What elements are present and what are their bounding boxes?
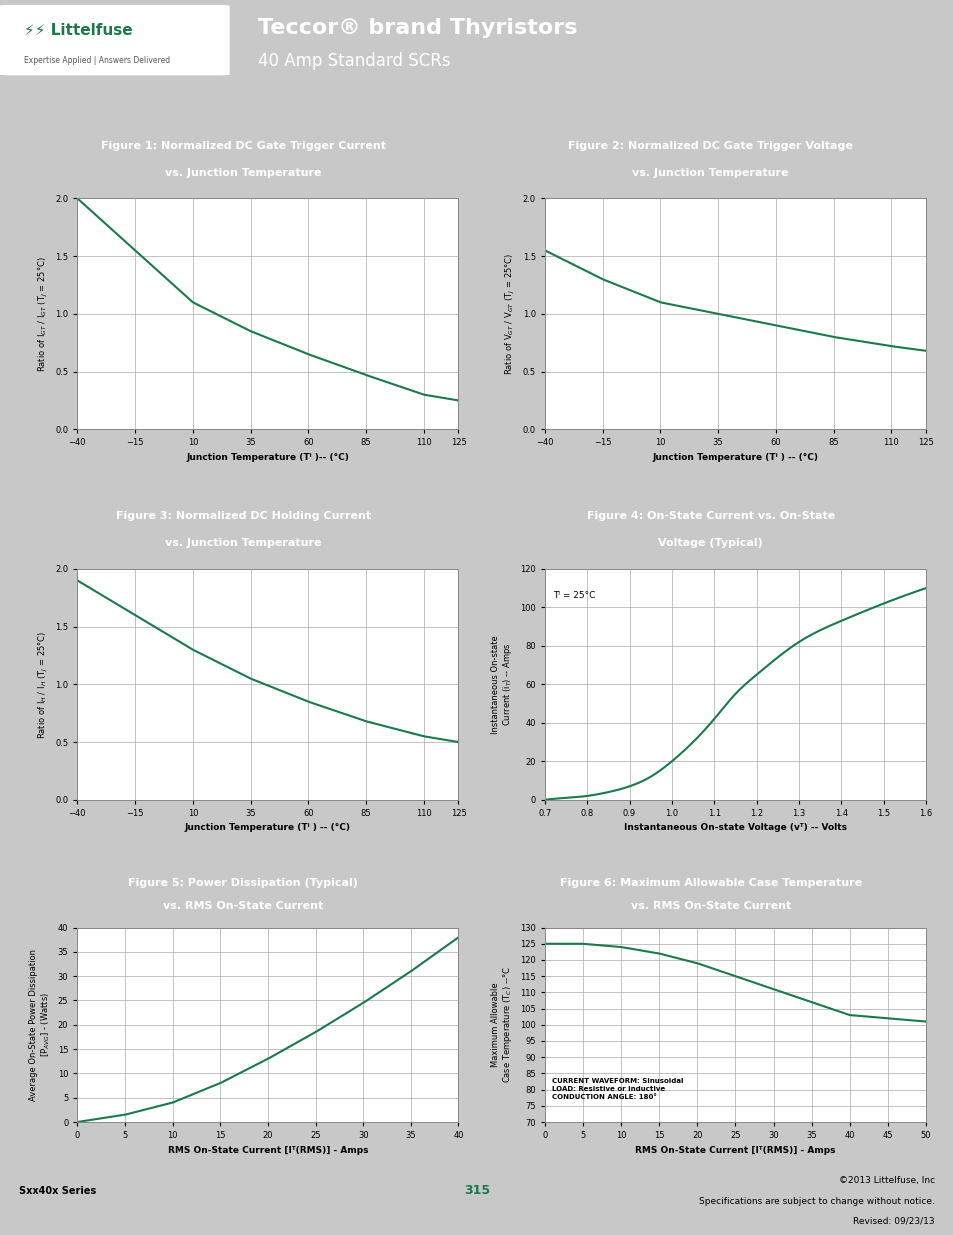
Text: CONDUCTION ANGLE: 180°: CONDUCTION ANGLE: 180°: [552, 1094, 657, 1100]
Text: Voltage (Typical): Voltage (Typical): [658, 538, 762, 548]
Text: vs. RMS On-State Current: vs. RMS On-State Current: [630, 902, 790, 911]
Text: Specifications are subject to change without notice.: Specifications are subject to change wit…: [699, 1197, 934, 1205]
Y-axis label: Average On-State Power Dissipation
[P$_{AVG}$] - (Watts): Average On-State Power Dissipation [P$_{…: [29, 948, 52, 1100]
Text: 40 Amp Standard SCRs: 40 Amp Standard SCRs: [257, 52, 450, 70]
Text: Expertise Applied | Answers Delivered: Expertise Applied | Answers Delivered: [24, 56, 170, 65]
Text: Figure 3: Normalized DC Holding Current: Figure 3: Normalized DC Holding Current: [115, 511, 371, 521]
Text: Figure 1: Normalized DC Gate Trigger Current: Figure 1: Normalized DC Gate Trigger Cur…: [101, 141, 385, 151]
Y-axis label: Ratio of I$_H$ / I$_H$ (T$_J$ = 25°C): Ratio of I$_H$ / I$_H$ (T$_J$ = 25°C): [36, 630, 50, 739]
X-axis label: Junction Temperature (Tⁱ ) -- (°C): Junction Temperature (Tⁱ ) -- (°C): [185, 824, 351, 832]
Text: Figure 2: Normalized DC Gate Trigger Voltage: Figure 2: Normalized DC Gate Trigger Vol…: [568, 141, 852, 151]
Text: Tⁱ = 25°C: Tⁱ = 25°C: [553, 590, 595, 600]
Text: vs. Junction Temperature: vs. Junction Temperature: [165, 538, 321, 548]
X-axis label: Junction Temperature (Tⁱ )-- (°C): Junction Temperature (Tⁱ )-- (°C): [186, 453, 349, 462]
FancyBboxPatch shape: [0, 6, 229, 74]
Text: 315: 315: [463, 1184, 490, 1198]
Text: Figure 4: On-State Current vs. On-State: Figure 4: On-State Current vs. On-State: [586, 511, 834, 521]
Text: ⚡⚡ Littelfuse: ⚡⚡ Littelfuse: [24, 22, 132, 37]
Text: vs. Junction Temperature: vs. Junction Temperature: [632, 168, 788, 178]
X-axis label: Instantaneous On-state Voltage (vᵀ) -- Volts: Instantaneous On-state Voltage (vᵀ) -- V…: [623, 824, 846, 832]
Y-axis label: Maximum Allowable
Case Temperature (T$_C$) --°C: Maximum Allowable Case Temperature (T$_C…: [490, 966, 514, 1083]
Text: Sxx40x Series: Sxx40x Series: [19, 1186, 96, 1195]
Text: ©2013 Littelfuse, Inc: ©2013 Littelfuse, Inc: [838, 1176, 934, 1186]
X-axis label: RMS On-State Current [Iᵀ(RMS)] - Amps: RMS On-State Current [Iᵀ(RMS)] - Amps: [635, 1146, 835, 1155]
Text: Revised: 09/23/13: Revised: 09/23/13: [852, 1216, 934, 1226]
Text: Figure 5: Power Dissipation (Typical): Figure 5: Power Dissipation (Typical): [129, 878, 357, 888]
Y-axis label: Ratio of I$_{GT}$ / I$_{GT}$ (T$_J$ = 25°C): Ratio of I$_{GT}$ / I$_{GT}$ (T$_J$ = 25…: [36, 256, 50, 372]
Text: vs. Junction Temperature: vs. Junction Temperature: [165, 168, 321, 178]
Text: Figure 6: Maximum Allowable Case Temperature: Figure 6: Maximum Allowable Case Tempera…: [559, 878, 861, 888]
Y-axis label: Instantaneous On-state
Current (i$_T$) -- Amps: Instantaneous On-state Current (i$_T$) -…: [490, 635, 514, 734]
Text: vs. RMS On-State Current: vs. RMS On-State Current: [163, 902, 323, 911]
Y-axis label: Ratio of V$_{GT}$ / V$_{GT}$ (T$_J$ = 25°C): Ratio of V$_{GT}$ / V$_{GT}$ (T$_J$ = 25…: [503, 253, 517, 375]
Text: CURRENT WAVEFORM: Sinusoidal: CURRENT WAVEFORM: Sinusoidal: [552, 1078, 683, 1084]
Text: LOAD: Resistive or Inductive: LOAD: Resistive or Inductive: [552, 1087, 665, 1092]
X-axis label: RMS On-State Current [Iᵀ(RMS)] - Amps: RMS On-State Current [Iᵀ(RMS)] - Amps: [168, 1146, 368, 1155]
X-axis label: Junction Temperature (Tⁱ ) -- (°C): Junction Temperature (Tⁱ ) -- (°C): [652, 453, 818, 462]
Text: Teccor® brand Thyristors: Teccor® brand Thyristors: [257, 17, 577, 37]
